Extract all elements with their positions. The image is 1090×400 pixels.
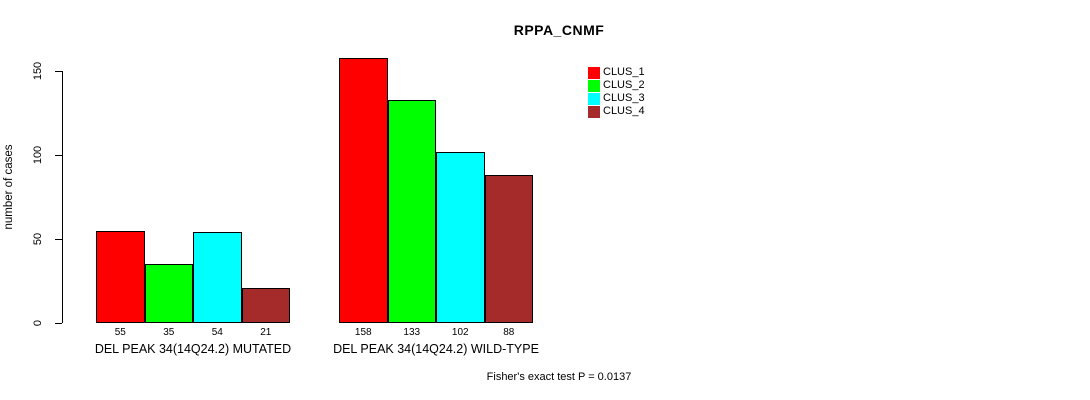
bar-clus_4 — [241, 287, 290, 323]
y-axis-tick-label: 100 — [32, 145, 44, 165]
y-axis-tick — [55, 323, 62, 324]
y-axis-tick-label: 0 — [32, 319, 44, 327]
y-axis-tick — [55, 239, 62, 240]
y-axis-tick — [55, 155, 62, 156]
legend-swatch-clus_3 — [588, 93, 600, 105]
legend-swatch-clus_1 — [588, 67, 600, 79]
legend-swatch-clus_2 — [588, 80, 600, 92]
bar-value-label: 102 — [451, 327, 469, 338]
legend-swatch-clus_4 — [588, 106, 600, 118]
y-axis-tick — [55, 71, 62, 72]
y-axis-line — [62, 71, 63, 323]
category-label: DEL PEAK 34(14Q24.2) MUTATED — [94, 342, 292, 356]
category-label: DEL PEAK 34(14Q24.2) WILD-TYPE — [333, 342, 539, 356]
bar-value-label: 158 — [354, 327, 372, 338]
bar-clus_4 — [484, 175, 533, 323]
bar-clus_1 — [339, 57, 388, 323]
bar-clus_3 — [193, 232, 242, 323]
bar-value-label: 54 — [211, 327, 223, 338]
y-axis-tick-label: 150 — [32, 61, 44, 81]
bar-clus_2 — [387, 99, 436, 323]
legend-label-clus_1: CLUS_1 — [603, 66, 645, 78]
y-axis-label: number of cases — [3, 144, 15, 230]
legend-label-clus_2: CLUS_2 — [603, 79, 645, 91]
bar-value-label: 35 — [163, 327, 175, 338]
bar-value-label: 88 — [503, 327, 515, 338]
y-axis-tick-label: 50 — [32, 232, 44, 246]
annotation-fisher-test: Fisher's exact test P = 0.0137 — [486, 371, 632, 383]
legend-label-clus_4: CLUS_4 — [603, 105, 645, 117]
legend-label-clus_3: CLUS_3 — [603, 92, 645, 104]
bar-clus_1 — [96, 230, 145, 323]
bar-value-label: 21 — [260, 327, 272, 338]
bar-value-label: 55 — [114, 327, 126, 338]
bar-clus_2 — [144, 264, 193, 323]
bar-value-label: 133 — [403, 327, 421, 338]
chart-title: RPPA_CNMF — [513, 22, 605, 38]
bar-clus_3 — [436, 151, 485, 323]
